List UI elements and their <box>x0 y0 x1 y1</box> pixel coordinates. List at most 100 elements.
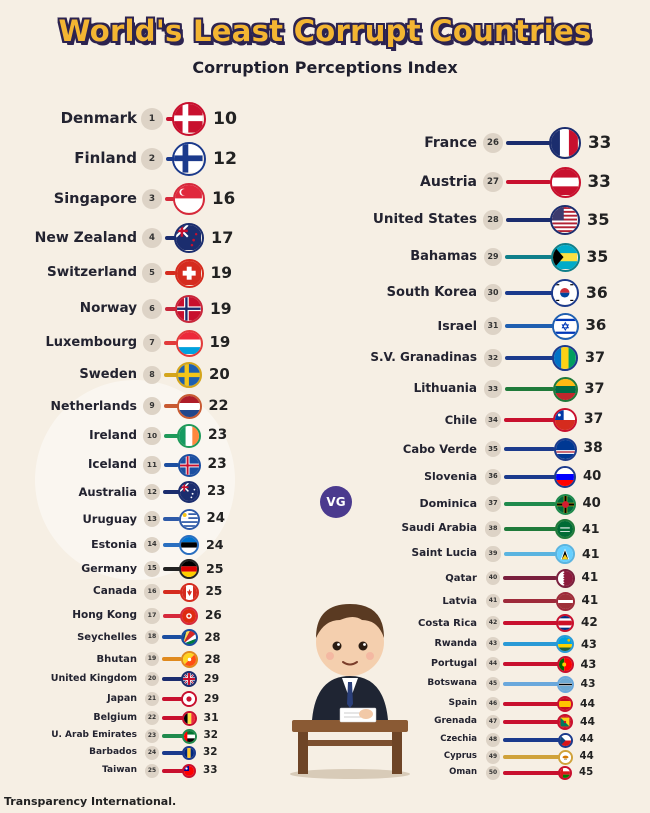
country-name: Finland <box>74 149 137 168</box>
rank-badge: 18 <box>144 629 160 645</box>
score-bar <box>164 373 178 377</box>
country-name: Cyprus <box>443 751 477 762</box>
score-bar <box>162 697 183 701</box>
caboverde-flag-icon <box>553 437 577 461</box>
score-bar <box>163 490 180 494</box>
lithuania-flag-icon <box>552 376 578 402</box>
score-bar <box>506 180 552 184</box>
sweden-flag-icon <box>176 362 202 388</box>
score-value: 32 <box>203 746 218 759</box>
score-value: 23 <box>207 456 227 473</box>
score-bar <box>504 387 555 391</box>
rank-badge: 15 <box>144 561 160 577</box>
score-bar <box>503 755 560 759</box>
country-name: Costa Rica <box>418 617 477 629</box>
country-name: Singapore <box>53 190 137 207</box>
rank-badge: 48 <box>486 733 500 747</box>
grenada-flag-icon <box>557 714 573 730</box>
rank-badge: 34 <box>484 411 502 429</box>
score-bar <box>162 716 184 720</box>
rwanda-flag-icon <box>556 635 574 653</box>
country-name: Canada <box>93 585 137 598</box>
rank-badge: 3 <box>141 188 163 210</box>
score-value: 17 <box>211 227 234 247</box>
uruguay-flag-icon <box>178 508 200 530</box>
rank-badge: 19 <box>144 651 160 667</box>
rank-badge: 31 <box>484 317 502 335</box>
score-bar <box>162 590 182 594</box>
costarica-flag-icon <box>556 614 574 632</box>
rank-badge: 25 <box>145 764 159 778</box>
vg-logo: VG <box>320 486 352 518</box>
uae-flag-icon <box>181 728 197 744</box>
slovenia-flag-icon <box>554 466 576 488</box>
chart-title: World's Least Corrupt Countries <box>58 14 592 48</box>
country-name: Dominica <box>419 496 477 510</box>
country-name: Spain <box>448 698 478 709</box>
country-name: Denmark <box>60 109 137 128</box>
score-value: 36 <box>586 283 608 302</box>
country-name: France <box>424 134 477 151</box>
country-name: Chile <box>444 412 477 427</box>
rank-badge: 7 <box>142 333 162 353</box>
southkorea-flag-icon <box>551 279 579 307</box>
score-value: 12 <box>213 148 238 169</box>
spain-flag-icon <box>557 696 573 712</box>
finland-flag-icon <box>172 142 206 176</box>
rank-badge: 12 <box>143 483 161 501</box>
country-name: Netherlands <box>50 397 137 413</box>
score-value: 22 <box>208 397 229 414</box>
country-name: Saint Lucia <box>411 547 477 560</box>
saudi-flag-icon <box>555 519 575 539</box>
score-value: 23 <box>208 427 228 444</box>
country-name: Seychelles <box>77 631 137 643</box>
score-value: 19 <box>210 299 232 318</box>
canada-flag-icon <box>179 582 199 602</box>
score-bar <box>504 356 554 360</box>
israel-flag-icon <box>551 312 579 340</box>
ireland-flag-icon <box>177 424 201 448</box>
score-value: 44 <box>579 751 594 763</box>
newzealand-flag-icon <box>174 223 204 253</box>
portugal-flag-icon <box>556 655 574 673</box>
chart-subtitle: Corruption Perceptions Index <box>192 58 458 77</box>
rank-badge: 2 <box>141 148 163 170</box>
score-bar <box>165 197 175 201</box>
rank-badge: 5 <box>142 263 162 283</box>
germany-flag-icon <box>179 559 199 579</box>
businessman-mascot-illustration <box>290 604 410 779</box>
score-value: 37 <box>585 349 606 366</box>
rank-badge: 40 <box>485 570 501 586</box>
score-bar <box>162 677 183 681</box>
score-value: 37 <box>584 411 604 428</box>
denmark-flag-icon <box>172 102 206 136</box>
source-note: Transparency International. <box>4 795 177 808</box>
rank-badge: 46 <box>486 697 500 711</box>
rank-badge: 36 <box>485 469 501 485</box>
rank-badge: 10 <box>143 427 161 445</box>
score-value: 40 <box>582 496 601 512</box>
country-name: Portugal <box>431 657 477 669</box>
czechia-flag-icon <box>557 732 573 748</box>
country-name: U. Arab Emirates <box>51 730 137 741</box>
rank-badge: 8 <box>142 365 162 385</box>
score-bar <box>162 567 181 571</box>
country-name: Grenada <box>434 716 477 727</box>
score-value: 45 <box>579 767 594 779</box>
usa-flag-icon <box>550 205 580 235</box>
rank-badge: 20 <box>145 672 159 686</box>
score-bar <box>505 218 552 222</box>
rank-badge: 39 <box>485 546 501 562</box>
score-value: 24 <box>206 511 225 527</box>
score-bar <box>503 599 558 603</box>
rank-badge: 42 <box>485 615 501 631</box>
barbados-flag-icon <box>182 746 196 760</box>
country-name: United States <box>372 211 477 228</box>
country-name: Sweden <box>79 366 137 382</box>
country-name: Bahamas <box>410 248 477 264</box>
score-value: 31 <box>203 710 219 724</box>
rank-badge: 24 <box>145 746 159 760</box>
score-value: 23 <box>207 484 226 500</box>
rank-badge: 17 <box>144 608 160 624</box>
watermark-circle <box>35 380 235 580</box>
